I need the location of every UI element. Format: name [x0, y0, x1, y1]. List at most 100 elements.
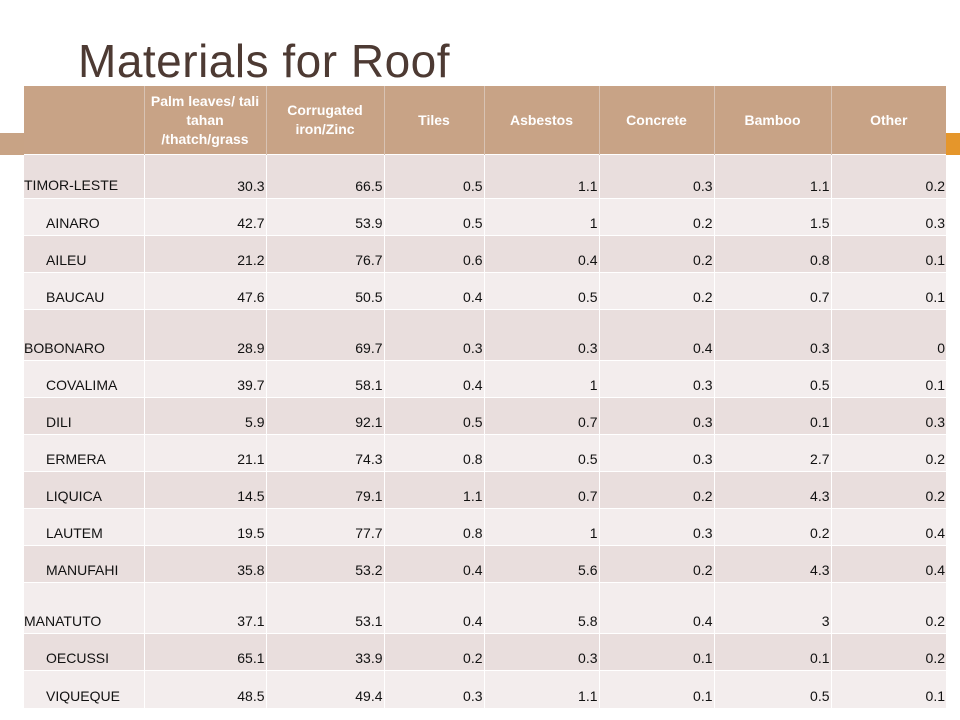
table-cell: 0.1	[598, 633, 714, 671]
region-label: BAUCAU	[46, 289, 105, 305]
table-row: COVALIMA 39.7 58.1 0.4 1 0.3 0.5 0.1	[24, 360, 946, 398]
table-cell: 0.4	[383, 360, 484, 398]
region-label: OECUSSI	[46, 650, 110, 666]
region-label: MANATUTO	[24, 613, 102, 629]
table-cell: 0.1	[830, 235, 946, 273]
table-cell: 0.5	[483, 434, 599, 472]
table-cell: 1.5	[713, 198, 831, 236]
table-cell: 0.3	[713, 309, 831, 361]
table-cell: 0.4	[383, 582, 484, 634]
table-cell: 19.5	[143, 508, 266, 546]
row-region-name: DILI	[24, 397, 144, 435]
table-cell: 3	[713, 582, 831, 634]
table-cell: 0.4	[598, 582, 714, 634]
right-accent-bar	[946, 133, 960, 155]
region-label: AILEU	[46, 252, 87, 268]
table-cell: 1	[483, 508, 599, 546]
table-cell: 53.1	[265, 582, 384, 634]
table-cell: 1	[483, 360, 599, 398]
table-cell: 4.3	[713, 545, 831, 583]
row-region-name: LIQUICA	[24, 471, 144, 509]
table-cell: 0.2	[598, 545, 714, 583]
row-region-name: OECUSSI	[24, 633, 144, 671]
table-cell: 0.3	[598, 154, 714, 199]
table-cell: 0.4	[598, 309, 714, 361]
table-cell: 0.1	[830, 360, 946, 398]
table-cell: 0.7	[483, 397, 599, 435]
table-cell: 0.3	[830, 397, 946, 435]
region-label: ERMERA	[46, 451, 106, 467]
table-cell: 58.1	[265, 360, 384, 398]
table-row: DILI 5.9 92.1 0.5 0.7 0.3 0.1 0.3	[24, 397, 946, 435]
table-cell: 0.2	[830, 582, 946, 634]
table-cell: 5.8	[483, 582, 599, 634]
header-cell-bamboo: Bamboo	[714, 86, 832, 155]
header-cell-concrete: Concrete	[599, 86, 715, 155]
table-cell: 0.8	[383, 508, 484, 546]
table-cell: 0.3	[598, 397, 714, 435]
table-cell: 0.8	[383, 434, 484, 472]
table-cell: 53.9	[265, 198, 384, 236]
table-cell: 0.3	[598, 508, 714, 546]
table-row: MANUFAHI 35.8 53.2 0.4 5.6 0.2 4.3 0.4	[24, 545, 946, 583]
header-cell-tiles: Tiles	[384, 86, 485, 155]
table-cell: 21.1	[143, 434, 266, 472]
table-row: ERMERA 21.1 74.3 0.8 0.5 0.3 2.7 0.2	[24, 434, 946, 472]
table-cell: 0.8	[713, 235, 831, 273]
table-cell: 48.5	[143, 670, 266, 708]
table-cell: 74.3	[265, 434, 384, 472]
region-label: BOBONARO	[24, 340, 105, 356]
row-region-name: MANUFAHI	[24, 545, 144, 583]
table-cell: 0.3	[383, 309, 484, 361]
table-cell: 0.1	[598, 670, 714, 708]
table-cell: 0.4	[383, 545, 484, 583]
table-cell: 0.3	[598, 434, 714, 472]
table-cell: 0.5	[383, 154, 484, 199]
table-cell: 0.2	[830, 154, 946, 199]
table-cell: 0.2	[598, 198, 714, 236]
table-cell: 0.2	[598, 235, 714, 273]
table-row: OECUSSI 65.1 33.9 0.2 0.3 0.1 0.1 0.2	[24, 633, 946, 671]
table-cell: 0.7	[713, 272, 831, 310]
table-cell: 50.5	[265, 272, 384, 310]
row-region-name: BAUCAU	[24, 272, 144, 310]
table-cell: 66.5	[265, 154, 384, 199]
table-row: AILEU 21.2 76.7 0.6 0.4 0.2 0.8 0.1	[24, 235, 946, 273]
table-cell: 1.1	[483, 154, 599, 199]
region-label: VIQUEQUE	[46, 687, 120, 704]
row-region-name: TIMOR-LESTE	[24, 154, 144, 199]
table-cell: 0.2	[830, 471, 946, 509]
header-cell-region	[24, 86, 145, 155]
table-cell: 0.2	[383, 633, 484, 671]
table-cell: 0.1	[830, 670, 946, 708]
table-cell: 33.9	[265, 633, 384, 671]
row-region-name: COVALIMA	[24, 360, 144, 398]
table-cell: 1.1	[383, 471, 484, 509]
table-cell: 39.7	[143, 360, 266, 398]
table-cell: 0.4	[830, 545, 946, 583]
table-cell: 0.5	[713, 360, 831, 398]
left-accent-bar	[0, 133, 24, 155]
table-cell: 0.2	[598, 471, 714, 509]
row-region-name: MANATUTO	[24, 582, 144, 634]
table-cell: 5.6	[483, 545, 599, 583]
table-cell: 0.3	[483, 309, 599, 361]
region-label: LAUTEM	[46, 525, 103, 541]
slide-title: Materials for Roof	[78, 35, 451, 87]
table-cell: 47.6	[143, 272, 266, 310]
table-cell: 2.7	[713, 434, 831, 472]
region-label: MANUFAHI	[46, 562, 119, 578]
table-cell: 0.6	[383, 235, 484, 273]
row-region-name: VIQUEQUE	[24, 670, 144, 708]
table-cell: 77.7	[265, 508, 384, 546]
table-cell: 0.1	[830, 272, 946, 310]
table-row: TIMOR-LESTE 30.3 66.5 0.5 1.1 0.3 1.1 0.2	[24, 154, 946, 199]
table-cell: 0.5	[383, 198, 484, 236]
row-region-name: LAUTEM	[24, 508, 144, 546]
table-cell: 69.7	[265, 309, 384, 361]
table-cell: 1.1	[483, 670, 599, 708]
table-cell: 0.4	[383, 272, 484, 310]
table-cell: 0.1	[713, 397, 831, 435]
header-cell-palm-leaves: Palm leaves/ tali tahan /thatch/grass	[144, 86, 267, 155]
table-cell: 28.9	[143, 309, 266, 361]
